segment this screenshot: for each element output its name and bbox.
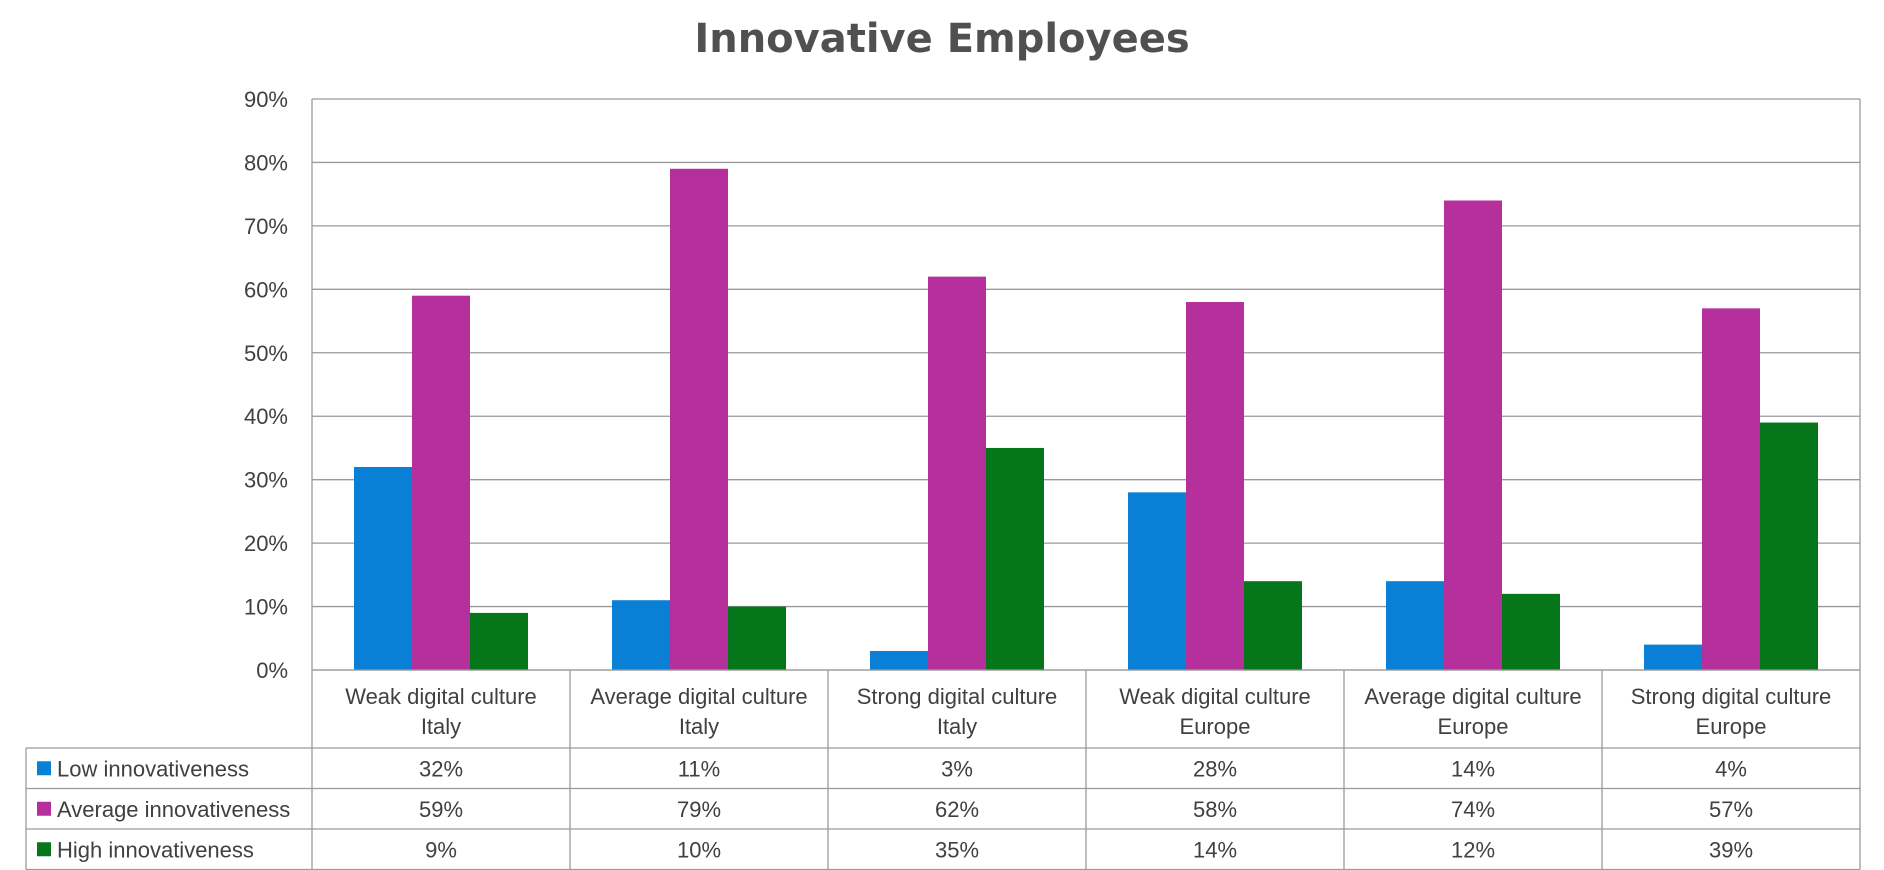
legend-swatch (37, 801, 51, 816)
chart-title: Innovative Employees (694, 16, 1190, 62)
data-label: 28% (1193, 756, 1237, 781)
y-tick-label: 80% (244, 150, 288, 175)
bar (986, 447, 1044, 670)
y-tick-label: 20% (244, 531, 288, 556)
y-tick-label: 90% (244, 87, 288, 112)
data-table: Weak digital culture Italy Average digital… (25, 669, 1861, 870)
category-label: Italy (421, 714, 461, 739)
bar (612, 600, 670, 670)
bar (670, 168, 728, 671)
bar (412, 295, 470, 670)
bar (1128, 492, 1186, 670)
data-label: 14% (1451, 756, 1495, 781)
bar (870, 650, 928, 670)
data-label: 14% (1193, 837, 1237, 862)
category-label: Weak digital culture (1119, 684, 1311, 709)
bar (1760, 422, 1818, 670)
category-label: Average digital culture (590, 684, 807, 709)
bar (1502, 593, 1560, 670)
bar (354, 466, 412, 670)
bar (470, 612, 528, 670)
data-label: 4% (1715, 756, 1747, 781)
series-name: High innovativeness (57, 837, 254, 862)
data-label: 10% (677, 837, 721, 862)
bar (1186, 302, 1244, 670)
data-label: 59% (419, 797, 463, 822)
bar (728, 606, 786, 670)
y-tick-label: 30% (244, 468, 288, 493)
category-label: Italy (679, 714, 719, 739)
data-label: 39% (1709, 837, 1753, 862)
gridlines (311, 98, 1861, 671)
bar (1444, 200, 1502, 670)
data-label: 57% (1709, 797, 1753, 822)
category-label: Strong digital culture (857, 684, 1058, 709)
bar (1702, 308, 1760, 670)
data-label: 32% (419, 756, 463, 781)
data-label: 3% (941, 756, 973, 781)
bar (1386, 581, 1444, 670)
category-label: Strong digital culture (1631, 684, 1832, 709)
category-label: Europe (1180, 714, 1251, 739)
bar (1244, 581, 1302, 670)
data-label: 12% (1451, 837, 1495, 862)
data-label: 9% (425, 837, 457, 862)
category-label: Europe (1696, 714, 1767, 739)
category-label: Europe (1438, 714, 1509, 739)
data-label: 11% (678, 756, 720, 781)
y-tick-label: 70% (244, 214, 288, 239)
y-tick-label: 60% (244, 277, 288, 302)
bars (354, 168, 1818, 671)
category-label: Average digital culture (1364, 684, 1581, 709)
data-label: 79% (677, 797, 721, 822)
y-tick-label: 50% (244, 341, 288, 366)
data-label: 62% (935, 797, 979, 822)
bar (928, 276, 986, 670)
category-label: Weak digital culture (345, 684, 537, 709)
data-label: 58% (1193, 797, 1237, 822)
category-label: Italy (937, 714, 977, 739)
series-name: Average innovativeness (57, 797, 290, 822)
series-name: Low innovativeness (57, 756, 249, 781)
legend-swatch (37, 842, 51, 857)
legend-swatch (37, 761, 51, 776)
data-label: 74% (1451, 797, 1495, 822)
y-tick-label: 10% (244, 595, 288, 620)
data-label: 35% (935, 837, 979, 862)
y-tick-label: 0% (256, 658, 288, 683)
bar (1644, 644, 1702, 670)
y-tick-label: 40% (244, 404, 288, 429)
y-axis: 0% 10% 20% 30% 40% 50% 60% 70% 80% 90% (244, 87, 288, 683)
